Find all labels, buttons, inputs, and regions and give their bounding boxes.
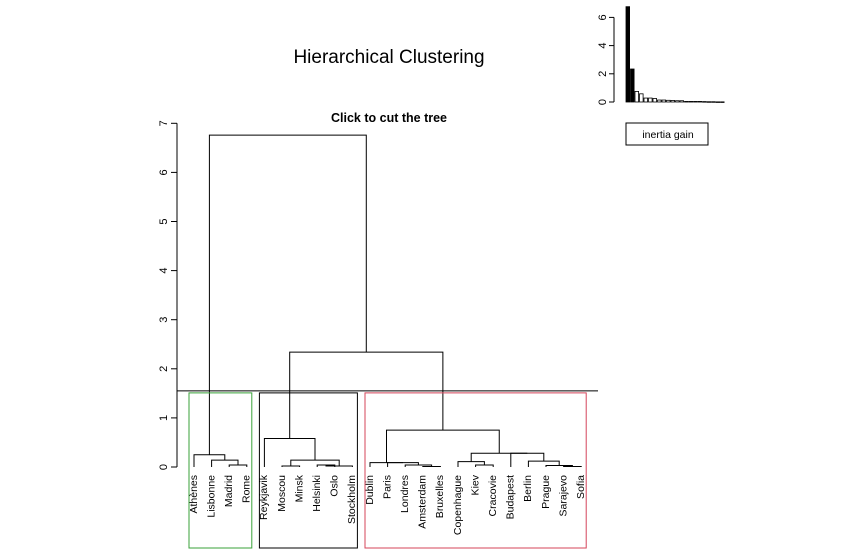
leaf-labels: Athènes Lisbonne Madrid Rome Reykjavik Moscou… — [188, 474, 587, 535]
dendrogram-link — [289, 351, 444, 439]
leaf-label: Athènes — [188, 475, 200, 514]
bar-y-tick-label: 6 — [597, 14, 609, 20]
dendrogram-link — [281, 465, 301, 467]
leaf-label: Copenhague — [452, 475, 464, 535]
leaf-label: Sarajevo — [557, 475, 569, 517]
chart-title: Hierarchical Clustering — [293, 47, 484, 68]
leaf-label: Sofia — [575, 475, 587, 499]
inertia-bar — [684, 101, 689, 103]
leaf-label: Madrid — [223, 475, 235, 507]
y-tick-label: 1 — [158, 415, 170, 421]
dendrogram-link — [228, 464, 248, 467]
bar-y-tick-label: 2 — [597, 71, 609, 77]
leaf-label: Londres — [399, 475, 411, 513]
inertia-bar — [688, 101, 693, 103]
dendrogram-link — [527, 460, 560, 467]
leaf-label: Helsinki — [311, 475, 323, 512]
leaf-label: Berlin — [522, 475, 534, 502]
leaf-label: Cracovie — [487, 475, 499, 517]
y-tick-label: 0 — [158, 464, 170, 470]
inertia-bar — [630, 68, 635, 103]
leaf-label: Rome — [241, 475, 253, 503]
leaf-label: Minsk — [293, 474, 305, 502]
dendrogram-link — [369, 462, 403, 467]
bar-y-tick-label: 0 — [597, 99, 609, 105]
dendrogram-link — [263, 438, 316, 467]
dendrogram-link — [386, 429, 500, 463]
cluster-box — [258, 392, 358, 549]
inertia-bar — [702, 101, 707, 103]
dendrogram-link — [193, 454, 226, 467]
dendrogram-link — [510, 452, 545, 467]
legend-text: inertia gain — [642, 129, 694, 141]
leaf-label: Prague — [540, 475, 552, 509]
inertia-bar — [693, 101, 698, 103]
inertia-bar — [634, 91, 639, 103]
leaf-label: Reykjavik — [258, 474, 270, 520]
inertia-bar — [648, 97, 653, 103]
leaf-label: Oslo — [329, 475, 341, 497]
y-tick-label: 4 — [158, 268, 170, 274]
cluster-box — [364, 392, 587, 549]
inertia-legend: inertia gain — [625, 122, 709, 146]
y-tick-label: 7 — [158, 120, 170, 126]
leaf-label: Lisbonne — [205, 475, 217, 518]
y-tick-label: 3 — [158, 317, 170, 323]
leaf-label: Paris — [381, 475, 393, 499]
inertia-bar — [706, 101, 711, 103]
y-tick-label: 2 — [158, 366, 170, 372]
leaf-label: Bruxelles — [434, 475, 446, 518]
inertia-bar-chart: 0 2 4 6 — [597, 6, 725, 105]
inertia-bar — [711, 101, 716, 103]
inertia-bar — [661, 99, 666, 103]
legend-box — [625, 122, 709, 146]
y-tick-label: 6 — [158, 169, 170, 175]
dendrogram-link — [475, 464, 494, 467]
inertia-bar — [670, 100, 675, 103]
chart-subtitle: Click to cut the tree — [331, 111, 447, 125]
bar-y-tick-label: 4 — [597, 43, 609, 49]
dendrogram — [193, 134, 582, 468]
dendrogram-link — [211, 459, 239, 467]
leaf-label: Dublin — [364, 475, 376, 505]
dendrogram-link — [457, 461, 485, 467]
inertia-bar — [625, 6, 630, 103]
cluster-boxes — [188, 392, 587, 549]
inertia-bar — [643, 97, 648, 103]
cluster-box — [188, 392, 253, 549]
inertia-bar — [715, 101, 720, 103]
leaf-label: Amsterdam — [417, 475, 429, 529]
inertia-bar — [679, 100, 684, 103]
leaf-label: Stockholm — [346, 475, 358, 524]
inertia-bar — [675, 100, 680, 103]
leaf-label: Moscou — [276, 475, 288, 512]
inertia-bar — [652, 98, 657, 103]
leaf-label: Budapest — [505, 475, 517, 519]
y-axis: 0 1 2 3 4 5 6 7 — [158, 120, 178, 470]
leaf-label: Kiev — [469, 474, 481, 495]
inertia-bar — [657, 99, 662, 103]
inertia-bar — [720, 101, 725, 103]
dendrogram-link — [470, 452, 528, 462]
inertia-bar — [639, 93, 644, 103]
dendrogram-link — [208, 134, 367, 455]
y-tick-label: 5 — [158, 218, 170, 224]
inertia-bar — [666, 99, 671, 103]
inertia-bar — [697, 101, 702, 103]
